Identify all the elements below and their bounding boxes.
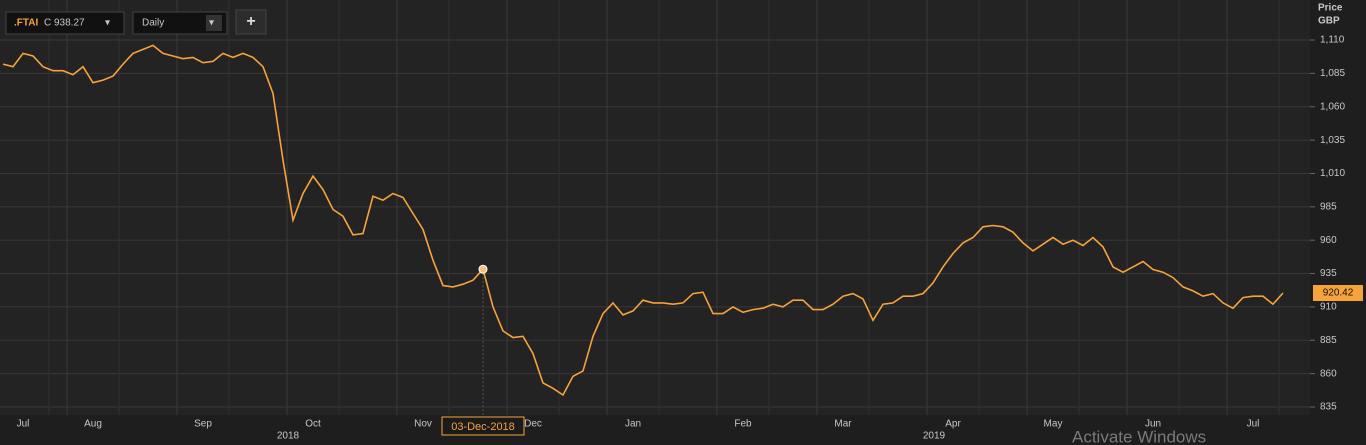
x-tick-label: May [1044, 419, 1063, 430]
year-label: 2019 [923, 431, 946, 442]
y-tick-label: 860 [1320, 368, 1337, 379]
y-tick-label: 935 [1320, 268, 1337, 279]
y-tick-label: 1,035 [1320, 135, 1345, 146]
x-tick-label: Oct [305, 419, 321, 430]
add-button-label: + [246, 13, 255, 30]
grid [0, 0, 1310, 415]
y-tick-label: 960 [1320, 235, 1337, 246]
x-axis-band [0, 415, 1310, 445]
x-tick-label: Nov [414, 419, 432, 430]
y-tick-label: 985 [1320, 201, 1337, 212]
marks [2, 44, 1284, 415]
toolbar: .FTAI C 938.27 ▾ Daily ▾ + [5, 9, 267, 35]
add-button[interactable] [235, 9, 267, 35]
tooltip-box [441, 416, 525, 436]
x-tick-label: Feb [734, 419, 752, 430]
x-tick-label: Apr [945, 419, 961, 430]
x-tick-label: Sep [194, 419, 212, 430]
quote: C 938.27 [44, 18, 85, 29]
y-tick-label: 1,110 [1320, 35, 1345, 46]
watermark: Activate Windows [1072, 427, 1206, 445]
year-label: 2018 [277, 431, 300, 442]
plot-area [0, 0, 1310, 415]
marker-dot [478, 264, 488, 274]
price-line [2, 44, 1284, 397]
x-tick-label: Mar [834, 419, 852, 430]
interval-box[interactable] [132, 11, 228, 35]
tooltip: 03-Dec-2018 [451, 421, 515, 433]
last-value: 920.42 [1323, 288, 1354, 299]
interval-arrow-box [206, 15, 222, 31]
y-tick-label: 835 [1320, 402, 1337, 413]
x-tick-label: Dec [524, 419, 542, 430]
y-tick-label: 1,010 [1320, 168, 1345, 179]
dropdown-arrow: ▾ [105, 18, 110, 29]
y-tick-label: 1,060 [1320, 101, 1345, 112]
interval: Daily [142, 18, 164, 29]
y-tick-label: 1,085 [1320, 68, 1345, 79]
y-axis-band [1310, 0, 1366, 445]
x-tick-label: Jan [625, 419, 641, 430]
y-tick-label: 885 [1320, 335, 1337, 346]
ticker: .FTAI [14, 18, 38, 29]
x-tick-label: Jul [17, 419, 30, 430]
y-tick-label: 910 [1320, 302, 1337, 313]
dropdown-arrow: ▾ [209, 18, 214, 29]
axis-title: Price [1318, 3, 1343, 14]
axis-title: GBP [1318, 16, 1340, 27]
last-value-box [1313, 285, 1363, 302]
x-tick-label: Jul [1247, 419, 1260, 430]
x-tick-label: Aug [84, 419, 102, 430]
x-tick-label: Jun [1145, 419, 1161, 430]
ticker-box[interactable] [5, 11, 125, 35]
